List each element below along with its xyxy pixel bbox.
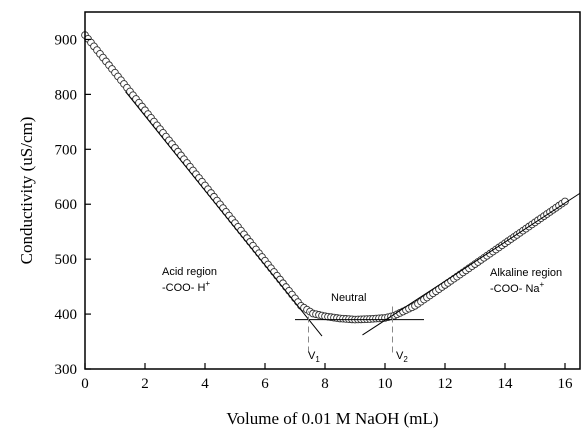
v1-base: V — [308, 350, 316, 362]
fit-lines — [125, 91, 581, 337]
v1-sub: 1 — [315, 355, 320, 364]
y-tick-label: 500 — [55, 252, 78, 268]
acid-region-formula: -COO- H+ — [162, 279, 210, 294]
y-axis-title: Conductivity (uS/cm) — [17, 117, 36, 265]
alkaline-region-label: Alkaline region — [490, 267, 562, 279]
data-point — [561, 197, 569, 206]
acid-formula-base: -COO- H — [162, 282, 205, 294]
x-axis-ticks: 0 2 4 6 8 10 12 14 16 — [81, 363, 573, 392]
alkaline-slope-line — [362, 192, 581, 336]
y-tick-label: 800 — [55, 87, 78, 103]
x-tick-label: 16 — [558, 376, 574, 392]
x-tick-label: 4 — [201, 376, 209, 392]
x-tick-label: 8 — [321, 376, 329, 392]
data-markers — [81, 31, 569, 324]
x-tick-label: 12 — [438, 376, 453, 392]
v2-sub: 2 — [403, 355, 408, 364]
v2-label: V2 — [396, 350, 408, 364]
acid-region-label: Acid region — [162, 266, 217, 278]
x-tick-label: 2 — [141, 376, 149, 392]
alkaline-region-formula: -COO- Na+ — [490, 280, 545, 295]
y-tick-label: 300 — [55, 362, 78, 378]
plot-frame — [84, 11, 581, 370]
y-tick-label: 600 — [55, 197, 78, 213]
x-tick-label: 10 — [378, 376, 393, 392]
v1-label: V1 — [308, 350, 320, 364]
v2-base: V — [396, 350, 404, 362]
neutral-label: Neutral — [331, 292, 366, 304]
y-tick-label: 900 — [55, 32, 78, 48]
alkaline-formula-sup: + — [540, 280, 545, 289]
x-tick-label: 14 — [498, 376, 514, 392]
x-tick-label: 6 — [261, 376, 269, 392]
acid-formula-sup: + — [205, 279, 210, 288]
y-tick-label: 400 — [55, 307, 78, 323]
alkaline-formula-base: -COO- Na — [490, 283, 540, 295]
y-axis-ticks: 300 400 500 600 700 800 900 — [55, 32, 91, 378]
vertical-guides — [308, 303, 393, 353]
x-tick-label: 0 — [81, 376, 89, 392]
acid-slope-line — [125, 91, 323, 337]
y-tick-label: 700 — [55, 142, 78, 158]
x-axis-title: Volume of 0.01 M NaOH (mL) — [226, 409, 438, 428]
